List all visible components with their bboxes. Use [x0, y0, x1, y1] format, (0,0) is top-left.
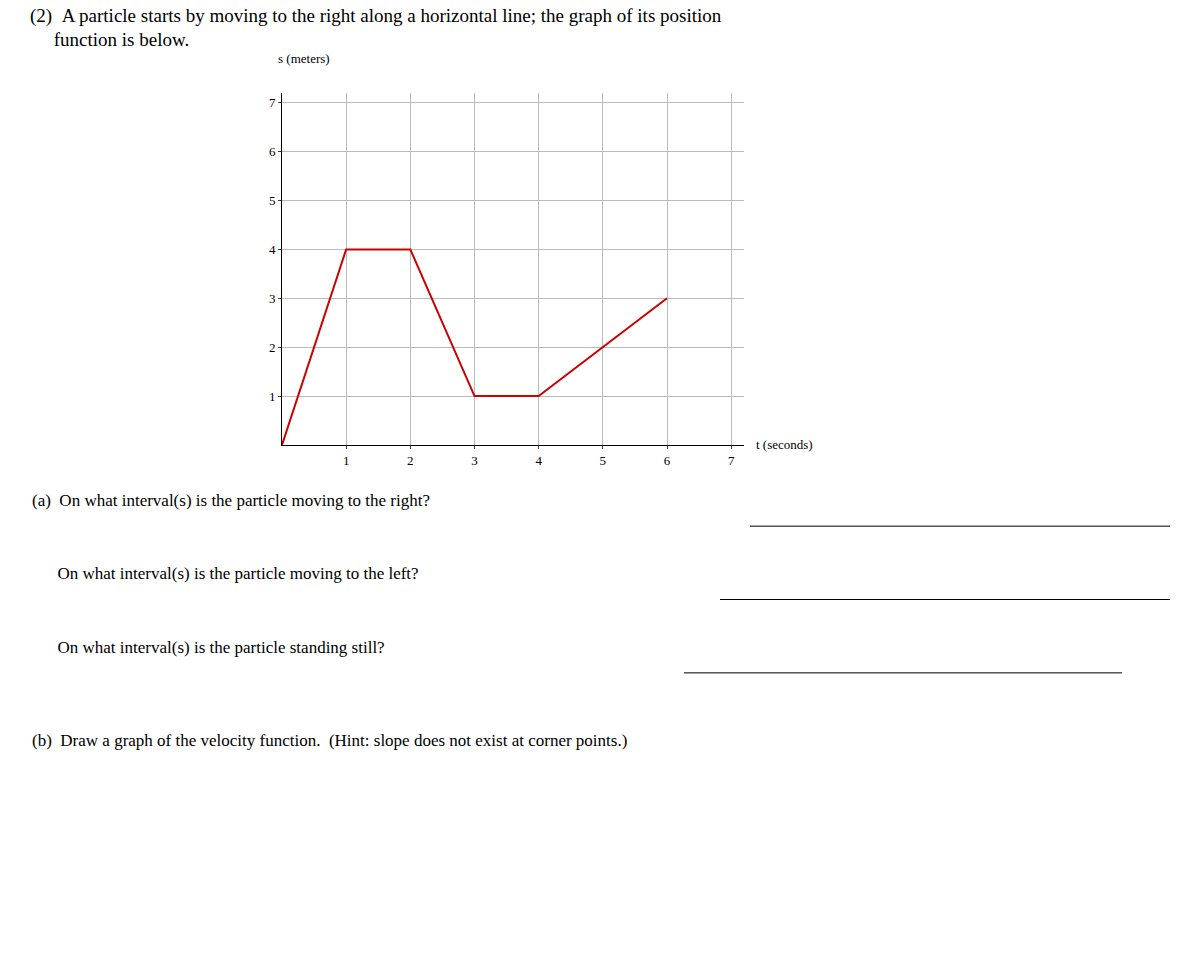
svg-text:(b) Draw a graph of the veloc: (b) Draw a graph of the velocity functio…	[32, 731, 627, 750]
svg-text:s (meters): s (meters)	[278, 51, 330, 66]
svg-text:4: 4	[535, 453, 542, 468]
svg-text:6: 6	[664, 453, 671, 468]
svg-text:7: 7	[269, 95, 276, 110]
svg-text:5: 5	[600, 453, 607, 468]
svg-text:4: 4	[269, 242, 276, 257]
svg-text:6: 6	[269, 144, 276, 159]
svg-text:On what interval(s) is the par: On what interval(s) is the particle stan…	[32, 638, 385, 657]
svg-text:On what interval(s) is the par: On what interval(s) is the particle movi…	[32, 564, 419, 583]
svg-text:3: 3	[471, 453, 478, 468]
svg-text:1: 1	[343, 453, 350, 468]
svg-text:(a) On what interval(s) is th: (a) On what interval(s) is the particle …	[32, 491, 430, 510]
svg-text:2: 2	[407, 453, 414, 468]
svg-text:7: 7	[728, 453, 735, 468]
svg-text:(2) A particle starts by movi: (2) A particle starts by moving to the r…	[30, 5, 722, 51]
svg-text:2: 2	[269, 340, 276, 355]
svg-text:5: 5	[269, 193, 276, 208]
svg-text:t (seconds): t (seconds)	[756, 437, 813, 452]
svg-text:3: 3	[269, 291, 276, 306]
svg-text:1: 1	[269, 389, 276, 404]
